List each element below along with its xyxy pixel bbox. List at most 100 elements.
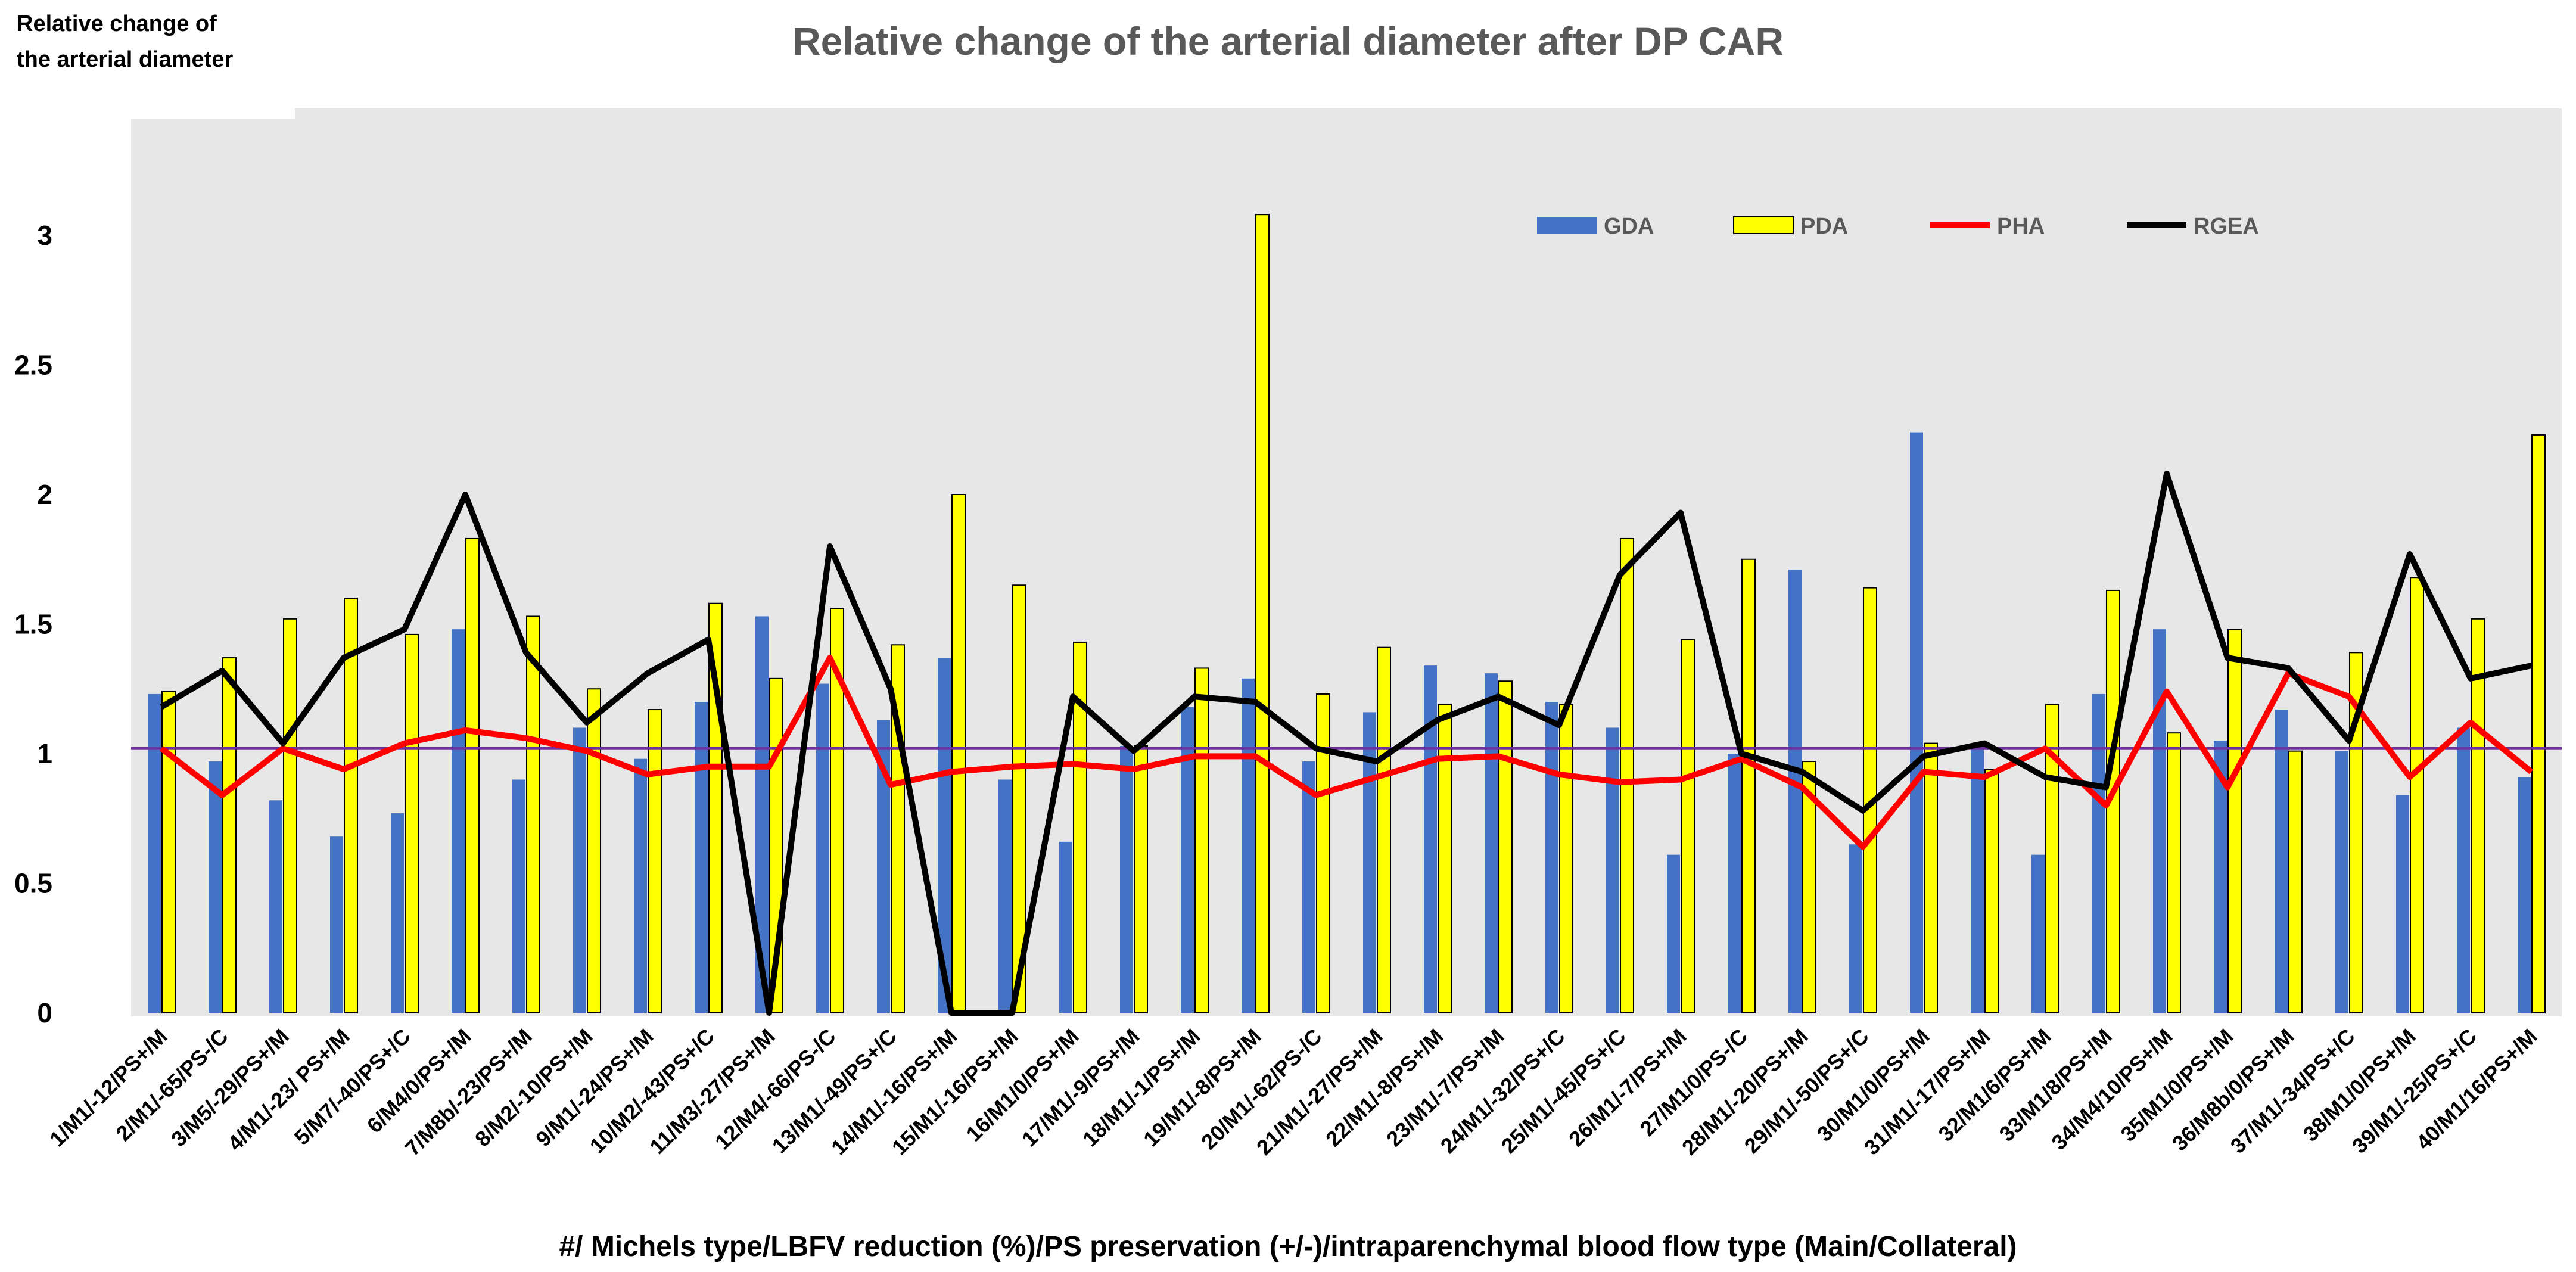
pda-bar — [830, 608, 844, 1013]
pda-bar — [951, 494, 966, 1013]
pda-bar — [1924, 742, 1938, 1013]
gda-bar — [512, 779, 525, 1013]
gda-bar — [391, 813, 404, 1013]
pda-bar — [2288, 750, 2303, 1014]
pda-bar — [2227, 629, 2242, 1013]
y-axis-label-line-2: the arterial diameter — [17, 47, 233, 72]
x-tick-label: 27/M1/0/PS-/C — [1635, 1024, 1752, 1141]
pda-bar — [1438, 704, 1452, 1013]
pda-bar — [1194, 667, 1209, 1013]
gda-bar — [998, 779, 1012, 1013]
pda-bar — [1073, 641, 1087, 1013]
x-axis-label: #/ Michels type/LBFV reduction (%)/PS pr… — [559, 1231, 2017, 1262]
pda-bar — [1984, 769, 1999, 1013]
rgea-series-line — [160, 471, 2533, 1016]
y-tick-label: 2 — [37, 479, 52, 510]
gda-bar — [938, 658, 951, 1013]
gda-bar — [1120, 745, 1133, 1013]
bar-series-group — [148, 214, 2546, 1014]
legend-label-pha: PHA — [1997, 214, 2045, 239]
y-tick-label: 1.5 — [14, 609, 52, 640]
gda-bar — [1545, 702, 1558, 1013]
gda-bar — [1606, 727, 1619, 1013]
pda-bar — [1255, 214, 1270, 1014]
pda-bar — [222, 657, 237, 1014]
chart-title: Relative change of the arterial diameter… — [792, 19, 1784, 63]
gda-bar — [1971, 745, 1984, 1013]
gda-bar — [2275, 710, 2288, 1013]
x-axis-ticks: 1/M1/-12/PS+/M2/M1/-65/PS-/C3/M5/-29/PS+… — [45, 1024, 2542, 1161]
y-axis-ticks: 0 0.5 1 1.5 2 2.5 3 — [14, 220, 52, 1028]
pda-bar — [1802, 761, 1816, 1014]
gda-bar — [1728, 754, 1741, 1013]
y-axis-label-line-1: Relative change of — [17, 11, 217, 36]
pha-series-line — [159, 655, 2534, 850]
legend-swatch-pda — [1733, 216, 1794, 234]
line-series-group — [159, 471, 2534, 1016]
gda-bar — [2396, 795, 2409, 1013]
gda-bar — [1302, 761, 1315, 1013]
legend: GDA PDA PHA RGEA — [1537, 214, 2259, 239]
gda-bar — [2214, 741, 2227, 1013]
gda-bar — [1242, 678, 1255, 1013]
pda-bar — [1741, 558, 1756, 1013]
gda-bar — [1910, 432, 1923, 1013]
y-tick-label: 0 — [37, 997, 52, 1028]
pda-bar — [465, 537, 480, 1013]
y-tick-label: 2.5 — [14, 350, 52, 381]
pda-bar — [2410, 577, 2424, 1013]
gda-bar — [1181, 707, 1194, 1013]
gda-bar — [816, 683, 829, 1013]
pda-bar — [587, 688, 601, 1013]
gda-bar — [269, 800, 282, 1013]
pda-bar — [344, 598, 358, 1013]
pda-bar — [1316, 693, 1330, 1013]
legend-label-rgea: RGEA — [2194, 214, 2259, 239]
pda-bar — [1012, 584, 1026, 1013]
gda-bar — [2153, 629, 2166, 1013]
y-tick-label: 3 — [37, 220, 52, 251]
x-tick-label: 6/M4/0/PS+/M — [362, 1024, 476, 1138]
pda-bar — [1620, 537, 1634, 1013]
gda-bar — [452, 629, 465, 1013]
gda-bar — [1849, 844, 1862, 1013]
gda-bar — [877, 720, 890, 1013]
legend-label-gda: GDA — [1604, 214, 1654, 239]
y-tick-label: 0.5 — [14, 868, 52, 899]
pda-bar — [405, 633, 419, 1013]
gda-bar — [330, 836, 343, 1013]
pda-bar — [1681, 639, 1695, 1013]
pda-bar — [2531, 434, 2546, 1013]
gda-bar — [1485, 673, 1498, 1013]
gda-bar — [1059, 841, 1072, 1013]
y-tick-label: 1 — [37, 738, 52, 769]
pda-bar — [1377, 646, 1391, 1013]
pda-bar — [2349, 652, 2363, 1013]
pda-bar — [1498, 680, 1513, 1013]
legend-label-pda: PDA — [1800, 214, 1848, 239]
pda-bar — [161, 691, 176, 1013]
pda-bar — [2471, 618, 2485, 1014]
gda-bar — [2092, 693, 2105, 1013]
gda-bar — [634, 758, 647, 1013]
gda-bar — [1424, 665, 1437, 1013]
ylabel-backdrop — [0, 0, 295, 119]
pda-bar — [648, 709, 662, 1014]
gda-bar — [1788, 570, 1802, 1013]
gda-bar — [1363, 712, 1376, 1013]
pda-bar — [1134, 745, 1148, 1013]
gda-bar — [1667, 854, 1680, 1013]
pda-bar — [1559, 704, 1573, 1013]
pda-bar — [283, 618, 297, 1014]
pda-bar — [2167, 732, 2181, 1013]
gda-bar — [573, 727, 586, 1013]
pda-bar — [526, 615, 540, 1013]
x-tick-label: 2/M1/-65/PS-/C — [111, 1024, 232, 1146]
gda-bar — [148, 693, 161, 1013]
gda-bar — [2335, 751, 2348, 1013]
gda-bar — [2518, 777, 2531, 1013]
legend-swatch-gda — [1537, 217, 1597, 234]
gda-bar — [695, 702, 708, 1013]
gda-bar — [755, 616, 769, 1013]
